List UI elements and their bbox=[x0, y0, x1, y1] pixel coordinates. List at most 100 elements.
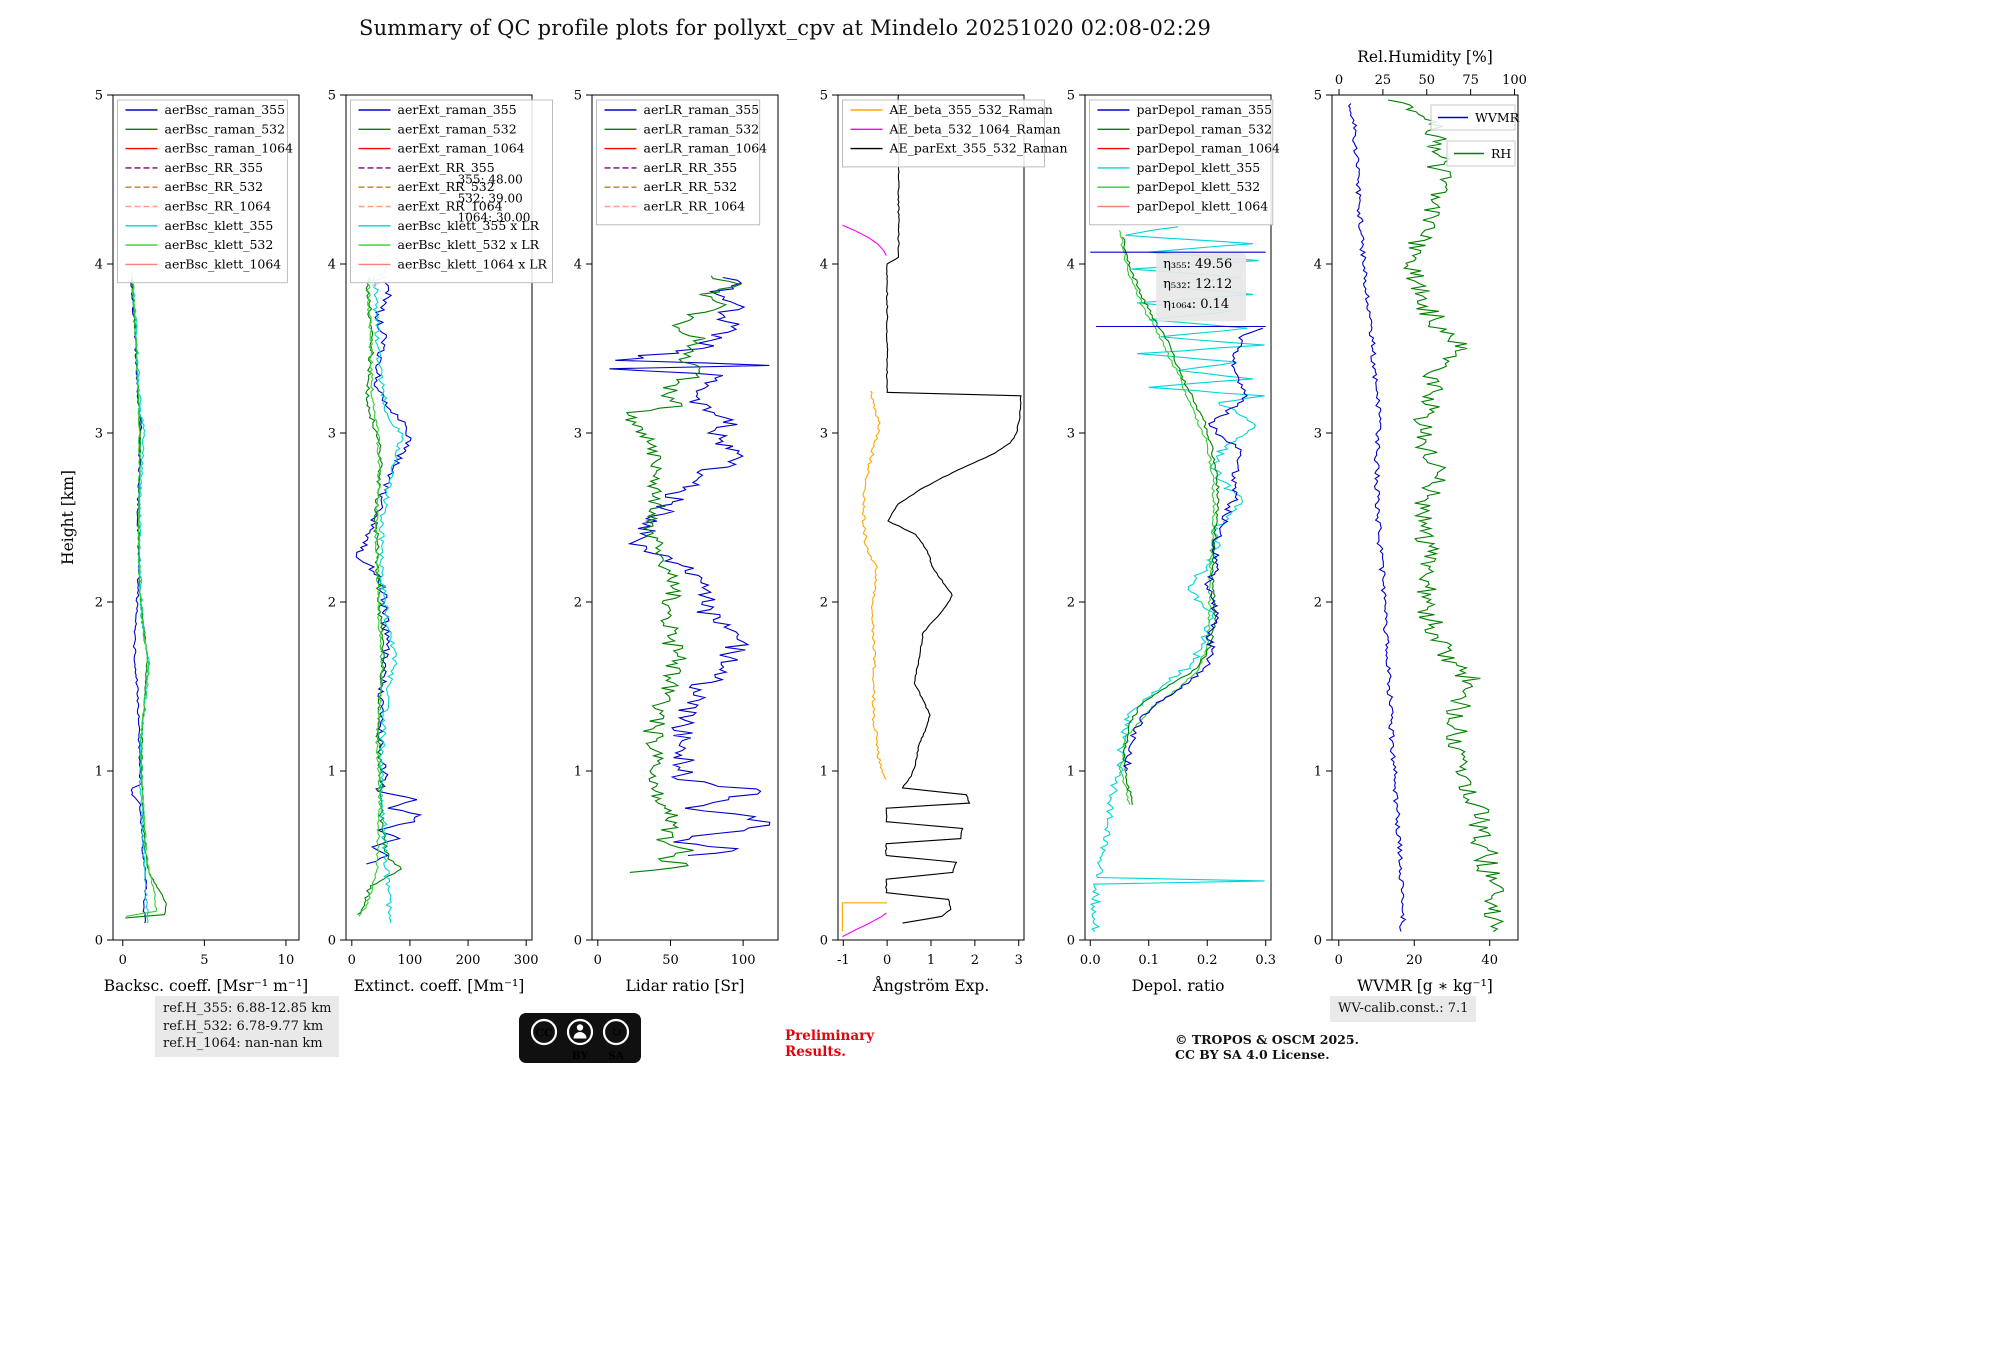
by-person-icon bbox=[566, 1018, 594, 1046]
svg-text:Extinct. coeff. [Mm⁻¹]: Extinct. coeff. [Mm⁻¹] bbox=[354, 977, 525, 995]
svg-text:aerBsc_raman_1064: aerBsc_raman_1064 bbox=[165, 141, 294, 156]
series-aerBsc_klett_532 bbox=[126, 272, 158, 917]
preliminary-line-1: Preliminary bbox=[785, 1028, 875, 1044]
svg-text:0: 0 bbox=[348, 953, 356, 968]
svg-text:1: 1 bbox=[1067, 765, 1075, 780]
svg-text:532: 39.00: 532: 39.00 bbox=[458, 192, 523, 206]
series-group bbox=[125, 272, 167, 924]
svg-text:aerExt_RR_532: aerExt_RR_532 bbox=[398, 179, 495, 194]
svg-text:4: 4 bbox=[95, 258, 103, 273]
svg-text:50: 50 bbox=[662, 953, 679, 968]
svg-text:0.2: 0.2 bbox=[1197, 953, 1218, 968]
svg-text:aerLR_raman_1064: aerLR_raman_1064 bbox=[644, 141, 768, 156]
series-aerBsc_klett_532 x LR bbox=[358, 277, 385, 917]
svg-text:5: 5 bbox=[1314, 89, 1322, 104]
svg-text:aerBsc_RR_532: aerBsc_RR_532 bbox=[165, 179, 264, 194]
svg-text:AE_parExt_355_532_Raman: AE_parExt_355_532_Raman bbox=[889, 141, 1068, 156]
svg-text:0: 0 bbox=[1335, 73, 1343, 88]
svg-text:1: 1 bbox=[95, 765, 103, 780]
legend-box bbox=[1089, 99, 1274, 226]
series-angstrom-1 bbox=[841, 902, 888, 932]
svg-text:aerLR_RR_532: aerLR_RR_532 bbox=[644, 179, 738, 194]
annotation-box bbox=[1156, 253, 1247, 322]
copyright-note: © TROPOS & OSCM 2025. CC BY SA 4.0 Licen… bbox=[1175, 1032, 1359, 1062]
series-group bbox=[1348, 99, 1505, 932]
svg-text:0: 0 bbox=[883, 953, 891, 968]
y-axis-label: Height [km] bbox=[59, 470, 77, 565]
svg-text:RH: RH bbox=[1491, 146, 1511, 161]
svg-text:0: 0 bbox=[574, 934, 582, 949]
svg-text:aerExt_raman_355: aerExt_raman_355 bbox=[398, 102, 517, 117]
svg-text:0: 0 bbox=[594, 953, 602, 968]
series-AE_beta_532_1064_Raman bbox=[842, 224, 887, 256]
svg-text:0.1: 0.1 bbox=[1138, 953, 1159, 968]
sa-arrow-glyph: ↻ bbox=[611, 1026, 622, 1041]
svg-text:0: 0 bbox=[820, 934, 828, 949]
svg-text:4: 4 bbox=[574, 258, 582, 273]
svg-text:aerBsc_klett_355: aerBsc_klett_355 bbox=[165, 218, 274, 233]
sa-arrow-icon bbox=[602, 1018, 630, 1046]
svg-text:3: 3 bbox=[1015, 953, 1023, 968]
reference-heights-note: ref.H_355: 6.88-12.85 km ref.H_532: 6.78… bbox=[155, 996, 340, 1057]
wv-calib-note: WV-calib.const.: 7.1 bbox=[1330, 996, 1477, 1022]
svg-text:2: 2 bbox=[574, 596, 582, 611]
svg-text:0.3: 0.3 bbox=[1255, 953, 1276, 968]
svg-text:1: 1 bbox=[328, 765, 336, 780]
sa-label: SA bbox=[608, 1050, 625, 1062]
svg-text:Lidar ratio [Sr]: Lidar ratio [Sr] bbox=[626, 977, 745, 995]
svg-text:1064: 30.00: 1064: 30.00 bbox=[458, 211, 531, 225]
svg-text:aerLR_raman_355: aerLR_raman_355 bbox=[644, 102, 760, 117]
legend-box bbox=[842, 99, 1045, 168]
svg-text:75: 75 bbox=[1462, 73, 1479, 88]
svg-text:0: 0 bbox=[1067, 934, 1075, 949]
svg-text:parDepol_klett_532: parDepol_klett_532 bbox=[1137, 179, 1261, 194]
svg-text:aerLR_raman_532: aerLR_raman_532 bbox=[644, 121, 760, 136]
svg-text:Depol. ratio: Depol. ratio bbox=[1132, 977, 1225, 995]
svg-text:100: 100 bbox=[731, 953, 756, 968]
copyright-line-1: © TROPOS & OSCM 2025. bbox=[1175, 1032, 1359, 1047]
series-aerBsc_klett_355 x LR bbox=[372, 277, 404, 924]
preliminary-results-note: Preliminary Results. bbox=[785, 1028, 874, 1060]
series-RH bbox=[1388, 99, 1505, 932]
svg-text:100: 100 bbox=[1502, 73, 1527, 88]
svg-text:parDepol_raman_1064: parDepol_raman_1064 bbox=[1137, 141, 1281, 156]
svg-text:3: 3 bbox=[1314, 427, 1322, 442]
svg-text:aerBsc_raman_532: aerBsc_raman_532 bbox=[165, 121, 286, 136]
svg-text:5: 5 bbox=[1067, 89, 1075, 104]
svg-text:Ångström Exp.: Ångström Exp. bbox=[872, 977, 990, 995]
by-person-body bbox=[573, 1032, 587, 1039]
svg-text:aerBsc_raman_355: aerBsc_raman_355 bbox=[165, 102, 286, 117]
svg-text:parDepol_raman_532: parDepol_raman_532 bbox=[1137, 121, 1273, 136]
ref-h-1064-text: ref.H_1064: nan-nan km bbox=[163, 1036, 323, 1051]
svg-text:4: 4 bbox=[1067, 258, 1075, 273]
axes-frame bbox=[837, 94, 1025, 941]
series-AE_parExt_355_532_Raman bbox=[885, 95, 1022, 924]
svg-text:300: 300 bbox=[514, 953, 539, 968]
svg-text:aerBsc_klett_532: aerBsc_klett_532 bbox=[165, 237, 274, 252]
series-group bbox=[841, 95, 1022, 938]
panel-extinction: 0 1 2 3 4 5 0 100 200 300 Extinct. coeff. [Mm⁻¹] ae… bbox=[328, 89, 553, 995]
svg-text:aerExt_raman_1064: aerExt_raman_1064 bbox=[398, 141, 525, 156]
svg-text:4: 4 bbox=[820, 258, 828, 273]
svg-text:100: 100 bbox=[398, 953, 423, 968]
svg-text:AE_beta_355_532_Raman: AE_beta_355_532_Raman bbox=[889, 102, 1053, 117]
svg-text:5: 5 bbox=[820, 89, 828, 104]
svg-text:10: 10 bbox=[278, 953, 295, 968]
svg-text:40: 40 bbox=[1481, 953, 1498, 968]
svg-text:aerBsc_RR_355: aerBsc_RR_355 bbox=[165, 160, 264, 175]
svg-text:3: 3 bbox=[328, 427, 336, 442]
series-parDepol_raman_355 bbox=[1122, 327, 1263, 772]
svg-text:2: 2 bbox=[1314, 596, 1322, 611]
page-title: Summary of QC profile plots for pollyxt_… bbox=[358, 16, 1212, 40]
svg-text:2: 2 bbox=[95, 596, 103, 611]
svg-text:0: 0 bbox=[1314, 934, 1322, 949]
svg-text:1: 1 bbox=[820, 765, 828, 780]
svg-text:parDepol_klett_1064: parDepol_klett_1064 bbox=[1137, 199, 1269, 214]
series-aerLR_raman_532 bbox=[625, 275, 742, 873]
svg-text:2: 2 bbox=[971, 953, 979, 968]
ref-h-532-text: ref.H_532: 6.78-9.77 km bbox=[163, 1018, 324, 1034]
svg-text:3: 3 bbox=[574, 427, 582, 442]
